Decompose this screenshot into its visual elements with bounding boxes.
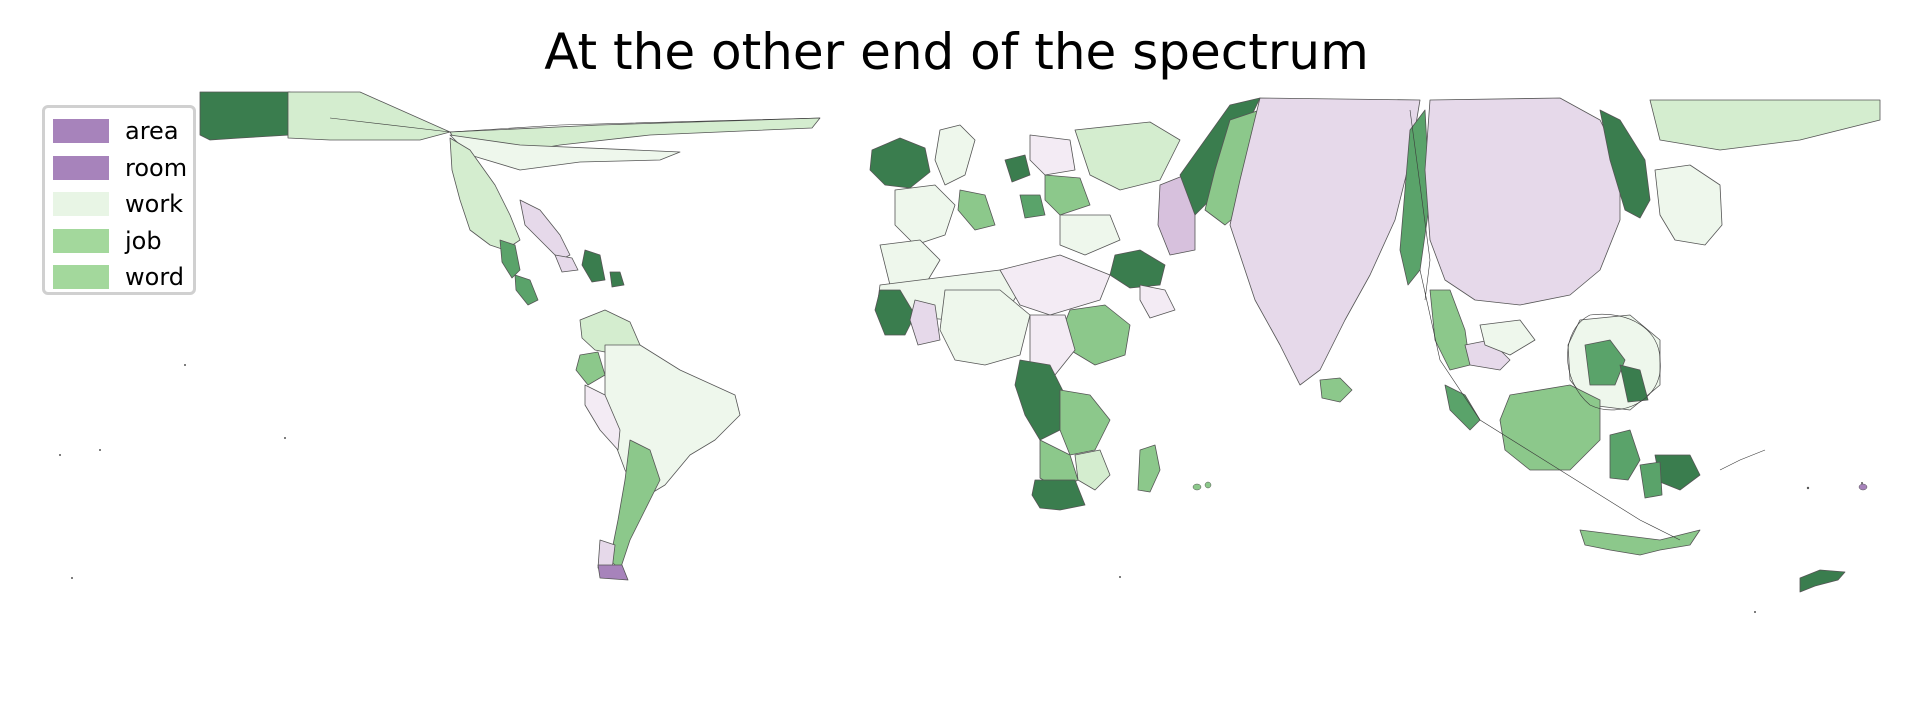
legend-swatch-room (53, 155, 109, 180)
region-uk (869, 137, 931, 189)
region-scandinavia (934, 124, 976, 186)
region-peru (584, 384, 621, 451)
region-indonesia-3 (1639, 461, 1663, 499)
map-title: At the other end of the spectrum (0, 20, 1919, 84)
region-sudan (1029, 314, 1076, 376)
region-russia-east (1649, 99, 1881, 151)
region-venezuela (575, 351, 606, 386)
legend-item-room: room (45, 151, 193, 188)
region-cuba (581, 249, 606, 283)
region-turkey (1059, 214, 1121, 256)
region-australia (1579, 529, 1701, 556)
region-china (1424, 97, 1621, 306)
region-vietnam (1479, 319, 1536, 356)
region-borneo (1499, 384, 1601, 471)
region-korea (1599, 109, 1651, 219)
legend: area room work job word (42, 105, 196, 295)
region-germany (1004, 154, 1031, 183)
legend-item-job: job (45, 224, 193, 261)
region-central-america-1 (499, 239, 521, 279)
legend-item-word: word (45, 260, 193, 297)
region-south-africa (1031, 479, 1086, 511)
legend-label-area: area (125, 117, 179, 145)
legend-label-room: room (125, 153, 188, 182)
region-mexico (519, 199, 571, 261)
region-central-america-2 (514, 274, 539, 306)
region-ukraine (1044, 174, 1091, 216)
region-india (1229, 97, 1421, 386)
region-caribbean-2 (554, 254, 579, 273)
legend-item-work: work (45, 187, 193, 224)
legend-label-job: job (125, 226, 162, 255)
region-philippines-1 (1584, 339, 1626, 386)
region-canada (287, 91, 451, 141)
region-spain (879, 239, 941, 286)
region-sri-lanka (1319, 377, 1353, 403)
region-russia (1074, 121, 1181, 191)
map-title-text: At the other end of the spectrum (544, 23, 1369, 81)
region-patagonia (597, 564, 629, 581)
region-myanmar (1429, 289, 1471, 371)
region-italy (957, 189, 996, 231)
legend-swatch-work (53, 192, 109, 217)
region-nigeria (939, 289, 1031, 366)
region-japan (1654, 164, 1723, 246)
region-madagascar (1137, 444, 1161, 493)
region-west-africa-2 (909, 299, 941, 346)
region-new-zealand (1799, 569, 1846, 593)
region-egypt (999, 254, 1111, 316)
region-congo (1014, 359, 1066, 441)
region-france (894, 184, 956, 246)
region-tanzania (1059, 389, 1111, 456)
region-balkans (1019, 194, 1046, 219)
region-malaysia (1444, 384, 1481, 431)
region-west-africa (874, 289, 916, 336)
legend-item-area: area (45, 114, 193, 151)
region-argentina (609, 439, 661, 571)
region-mozambique (1074, 449, 1111, 491)
legend-swatch-area (53, 119, 109, 143)
region-ethiopia (1061, 304, 1131, 366)
region-iran (1139, 284, 1176, 319)
region-caribbean (609, 271, 625, 288)
region-alaska (199, 91, 291, 141)
legend-label-work: work (125, 190, 184, 219)
legend-swatch-word (53, 265, 109, 290)
region-poland (1029, 134, 1076, 176)
region-philippines-2 (1619, 364, 1649, 403)
region-indonesia-1 (1609, 429, 1641, 481)
legend-swatch-job (53, 228, 109, 253)
region-middle-east (1109, 249, 1166, 289)
region-canada-arctic (449, 134, 681, 171)
legend-label-word: word (125, 263, 184, 292)
